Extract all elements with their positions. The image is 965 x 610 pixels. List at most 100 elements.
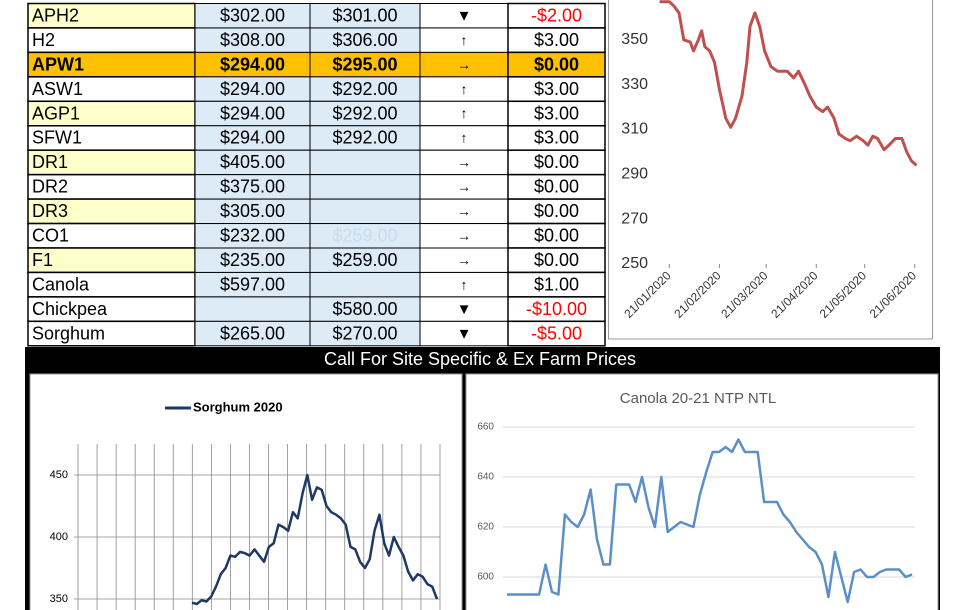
cell-text: $292.00: [332, 79, 397, 99]
row-label: AGP1: [32, 103, 80, 123]
y-tick-label: 660: [477, 422, 494, 433]
y-tick-label: 600: [477, 572, 494, 583]
table-cell: [309, 149, 421, 176]
chart-frame: [608, 0, 933, 340]
cell-text: →: [457, 252, 471, 268]
row-label: SFW1: [32, 128, 82, 148]
table-cell: [194, 271, 311, 298]
table-cell: [507, 27, 606, 54]
legend-label: Sorghum 2020: [193, 399, 283, 414]
table-cell: [309, 174, 421, 200]
table-cell: [27, 27, 196, 54]
table-cell: [419, 100, 509, 127]
cell-text: $0.00: [534, 152, 579, 172]
table-cell: [27, 76, 196, 103]
table-cell: [27, 320, 196, 347]
row-label: APH2: [32, 5, 79, 25]
cell-text: $3.00: [534, 128, 579, 148]
cell-text: $0.00: [534, 54, 579, 74]
table-cell: [27, 247, 196, 274]
y-tick-label: 450: [50, 469, 68, 481]
row-label: Chickpea: [32, 299, 108, 319]
line-series: [191, 473, 439, 606]
table-cell: [27, 51, 196, 78]
table-cell: [194, 27, 311, 53]
banner: Call For Site Specific & Ex Farm Prices: [324, 349, 636, 369]
table-cell: [309, 320, 421, 347]
y-tick-label: 350: [50, 593, 68, 605]
cell-text: $259.00: [332, 250, 397, 270]
table-cell: [507, 296, 606, 323]
table-cell: [419, 320, 509, 347]
row-label: APW1: [32, 54, 84, 74]
y-tick-label: 310: [621, 121, 648, 138]
y-tick-label: 350: [621, 31, 648, 48]
cell-text: ▼: [457, 8, 472, 25]
table-cell: [507, 2, 606, 29]
table-cell: [194, 296, 311, 322]
cell-text: ↑: [461, 130, 468, 146]
chart-title: Canola 20-21 NTP NTL: [620, 390, 776, 407]
table-cell: [419, 247, 509, 273]
row-label: DR2: [32, 177, 68, 197]
table-cell: [309, 271, 421, 298]
cell-text: $235.00: [220, 250, 285, 270]
table-cell: [507, 125, 606, 151]
cell-text: $259.00: [332, 226, 397, 246]
table-cell: [194, 125, 311, 151]
cell-text: $294.00: [220, 54, 285, 74]
cell-text: $580.00: [332, 299, 397, 319]
cell-text: -$10.00: [526, 299, 587, 319]
y-tick-label: 640: [477, 472, 494, 483]
cell-text: $295.00: [332, 54, 397, 74]
table-cell: [419, 149, 509, 176]
chart-frame: [29, 373, 463, 610]
y-tick-label: 330: [621, 76, 648, 93]
table-cell: [27, 100, 196, 127]
cell-text: ▼: [457, 326, 472, 343]
y-tick-label: 250: [621, 255, 648, 272]
y-tick-label: 400: [50, 531, 68, 543]
cell-text: $232.00: [220, 226, 285, 246]
cell-text: →: [457, 227, 471, 243]
line-series: [507, 438, 913, 604]
row-label: CO1: [32, 226, 69, 246]
row-label: ASW1: [32, 79, 83, 99]
cell-text: $375.00: [220, 177, 285, 197]
table-cell: [507, 100, 606, 127]
table-cell: [309, 100, 421, 127]
table-cell: [27, 125, 196, 151]
cell-text: $292.00: [332, 103, 397, 123]
cell-text: -$2.00: [531, 5, 582, 25]
cell-text: $3.00: [534, 103, 579, 123]
table-cell: [507, 222, 606, 249]
line-series: [659, 0, 918, 167]
cell-text: $1.00: [534, 274, 579, 294]
cell-text: ↑: [461, 81, 468, 97]
cell-text: →: [457, 179, 471, 195]
cell-text: $305.00: [220, 201, 285, 221]
table-cell: [27, 173, 196, 200]
table-cell: [507, 51, 606, 78]
cell-text: $405.00: [220, 152, 285, 172]
table-cell: [27, 149, 196, 176]
table-cell: [507, 173, 606, 200]
cell-text: →: [457, 154, 471, 170]
row-label: H2: [32, 30, 55, 50]
y-tick-label: 370: [621, 0, 648, 3]
table-cell: [309, 247, 421, 273]
row-label: DR1: [32, 152, 68, 172]
cell-text: $294.00: [220, 103, 285, 123]
table-cell: [309, 223, 421, 249]
cell-text: ↑: [461, 276, 468, 292]
cell-text: $3.00: [534, 79, 579, 99]
row-label: Canola: [32, 274, 90, 294]
cell-text: ↑: [461, 105, 468, 121]
cell-text: $294.00: [220, 128, 285, 148]
y-tick-label: 620: [477, 522, 494, 533]
table-cell: [27, 271, 196, 298]
cell-text: $308.00: [220, 30, 285, 50]
table-cell: [309, 198, 421, 225]
cell-text: →: [457, 203, 471, 219]
cell-text: $302.00: [220, 5, 285, 25]
